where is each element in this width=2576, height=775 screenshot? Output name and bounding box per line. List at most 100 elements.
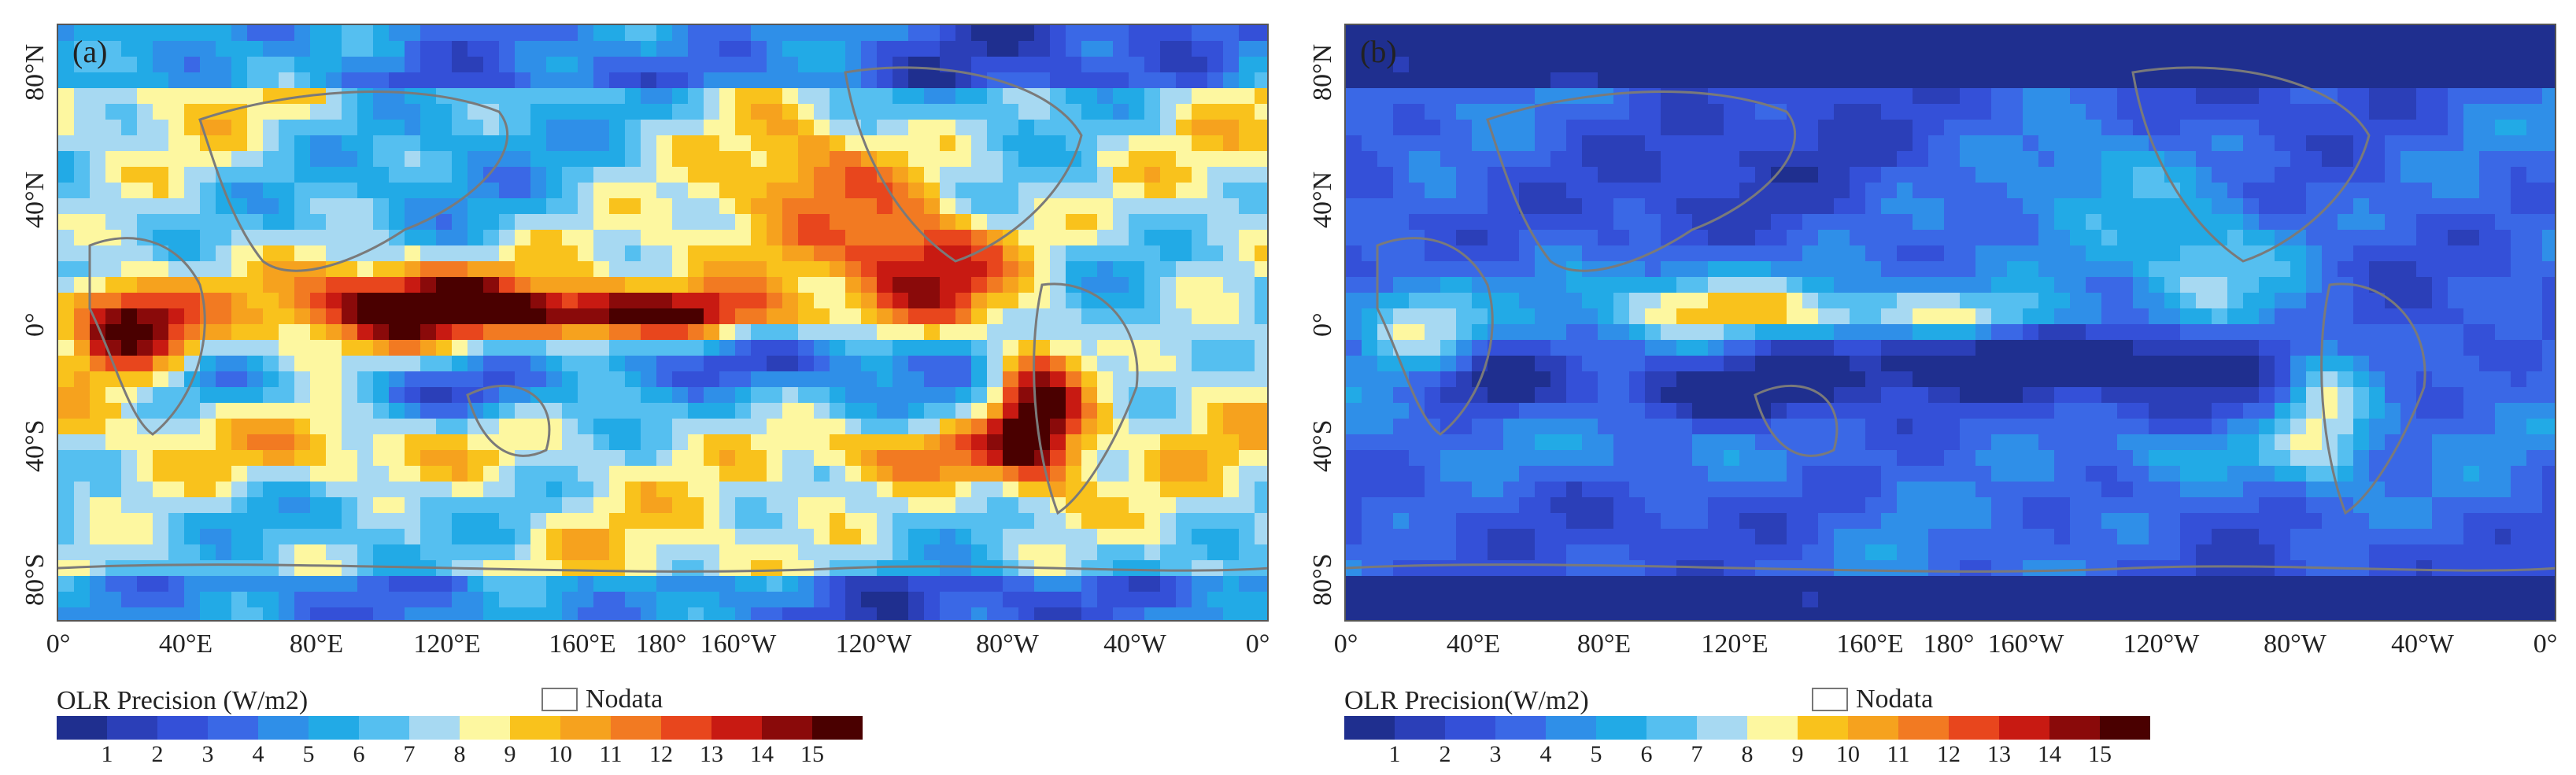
map-cell: [2353, 183, 2370, 199]
map-cell: [609, 88, 626, 105]
lon-label: 180°: [635, 629, 687, 659]
map-cell: [845, 277, 862, 293]
map-cell: [814, 88, 830, 105]
map-cell: [1034, 371, 1051, 388]
map-cell: [955, 41, 972, 57]
map-cell: [2101, 120, 2118, 136]
map-cell: [1239, 293, 1255, 309]
map-cell: [1913, 340, 1929, 356]
map-cell: [1472, 277, 1488, 293]
map-cell: [1881, 167, 1898, 183]
map-cell: [1897, 104, 1913, 120]
map-cell: [798, 261, 815, 278]
map-cell: [1207, 482, 1224, 498]
map-cell: [2212, 104, 2228, 120]
map-cell: [2259, 167, 2275, 183]
map-cell: [814, 230, 830, 246]
map-cell: [294, 57, 311, 73]
map-cell: [546, 25, 563, 42]
map-cell: [2275, 104, 2291, 120]
map-cell: [1771, 261, 1787, 278]
map-cell: [1160, 57, 1177, 73]
map-cell: [1255, 183, 1267, 199]
map-cell: [263, 167, 279, 183]
map-cell: [1018, 544, 1035, 561]
map-cell: [389, 120, 405, 136]
map-cell: [1097, 497, 1114, 514]
map-cell: [2385, 25, 2401, 42]
map-cell: [782, 482, 799, 498]
map-cell: [2212, 308, 2228, 325]
map-cell: [2432, 167, 2448, 183]
map-cell: [389, 308, 405, 325]
map-cell: [1050, 151, 1066, 168]
map-cell: [58, 340, 75, 356]
map-cell: [2023, 419, 2039, 435]
map-cell: [672, 293, 689, 309]
map-cell: [1928, 167, 1945, 183]
map-cell: [247, 576, 264, 592]
map-cell: [1645, 120, 1661, 136]
map-cell: [1097, 592, 1114, 608]
map-cell: [357, 482, 374, 498]
map-cell: [310, 482, 327, 498]
map-cell: [751, 167, 767, 183]
map-cell: [641, 198, 657, 215]
map-cell: [2369, 340, 2386, 356]
map-cell: [1787, 419, 1803, 435]
map-cell: [767, 497, 783, 514]
map-cell: [1456, 57, 1473, 73]
map-cell: [2432, 41, 2448, 57]
map-cell: [2290, 167, 2307, 183]
map-cell: [2117, 324, 2134, 341]
map-cell: [373, 576, 390, 592]
map-cell: [2196, 104, 2212, 120]
map-cell: [625, 308, 641, 325]
coastline: [466, 384, 551, 457]
map-cell: [1393, 419, 1410, 435]
map-cell: [2196, 57, 2212, 73]
map-cell: [2385, 356, 2401, 372]
map-cell: [1362, 104, 1378, 120]
map-cell: [1346, 434, 1362, 451]
map-cell: [2086, 340, 2102, 356]
map-cell: [1393, 183, 1410, 199]
map-cell: [263, 120, 279, 136]
map-cell: [2180, 167, 2197, 183]
map-cell: [515, 434, 531, 451]
map-cell: [1598, 324, 1614, 341]
map-cell: [704, 340, 720, 356]
map-cell: [735, 104, 752, 120]
map-cell: [184, 57, 201, 73]
map-cell: [468, 167, 484, 183]
map-cell: [1897, 324, 1913, 341]
map-cell: [2259, 340, 2275, 356]
map-cell: [940, 277, 956, 293]
map-cell: [2007, 403, 2023, 419]
map-cell: [625, 230, 641, 246]
map-cell: [1393, 293, 1410, 309]
map-cell: [1192, 340, 1208, 356]
map-cell: [279, 167, 295, 183]
map-cell: [216, 434, 232, 451]
map-cell: [1850, 324, 1866, 341]
map-cell: [263, 450, 279, 467]
map-cell: [641, 230, 657, 246]
map-cell: [940, 261, 956, 278]
map-cell: [326, 607, 342, 620]
map-cell: [2007, 277, 2023, 293]
map-cell: [562, 167, 578, 183]
map-cell: [2511, 387, 2527, 404]
map-cell: [845, 450, 862, 467]
map-cell: [1724, 167, 1740, 183]
map-cell: [468, 183, 484, 199]
map-cell: [121, 120, 138, 136]
map-cell: [468, 120, 484, 136]
map-cell: [326, 466, 342, 482]
map-cell: [2338, 387, 2354, 404]
colorbar-tick-label: 11: [599, 741, 623, 767]
map-cell: [1739, 104, 1756, 120]
map-cell: [1440, 88, 1457, 105]
map-cell: [1991, 167, 2008, 183]
map-cell: [1255, 245, 1267, 262]
